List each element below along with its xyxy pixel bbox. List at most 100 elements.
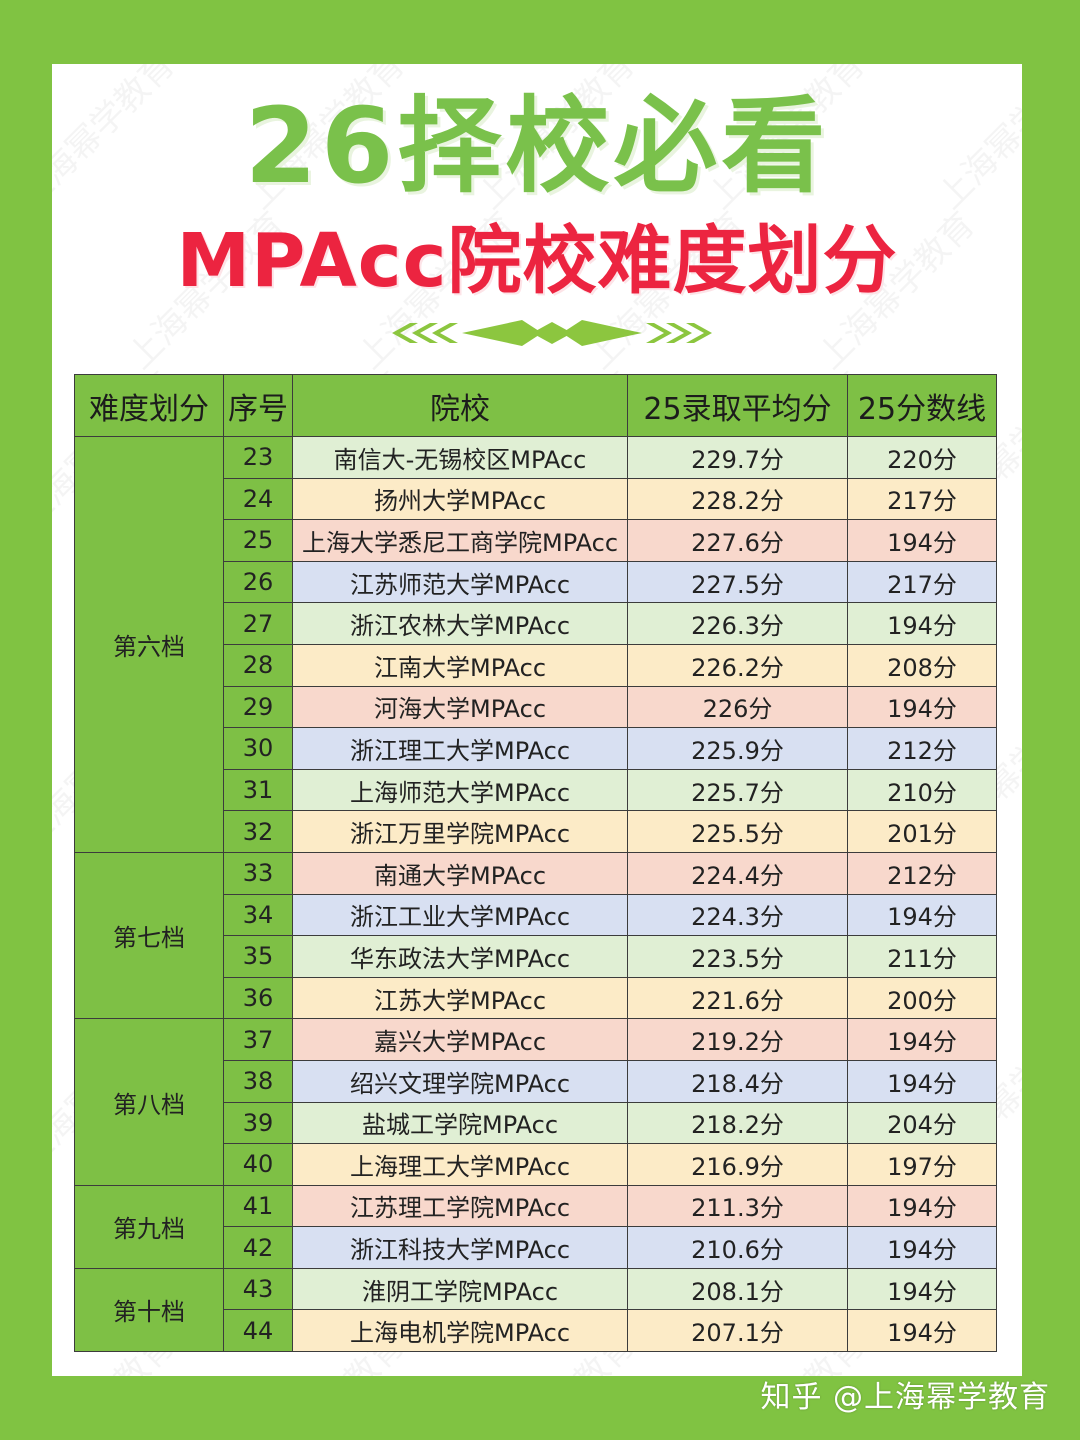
table-row: 31 上海师范大学MPAcc 225.7分 210分 — [75, 768, 997, 812]
cutoff-cell: 194分 — [847, 1226, 997, 1269]
school-cell: 浙江工业大学MPAcc — [292, 893, 628, 937]
page-subtitle: MPAcc院校难度划分 — [176, 218, 898, 304]
avg-score-cell: 208.1分 — [627, 1267, 848, 1311]
school-cell: 绍兴文理学院MPAcc — [292, 1059, 628, 1103]
school-cell: 上海理工大学MPAcc — [292, 1143, 628, 1186]
table-row: 第八档 37 嘉兴大学MPAcc 219.2分 194分 — [74, 1018, 997, 1186]
avg-score-cell: 218.2分 — [627, 1101, 848, 1145]
school-cell: 嘉兴大学MPAcc — [292, 1018, 628, 1061]
school-cell: 江苏大学MPAcc — [292, 976, 628, 1020]
tier-label: 第六档 — [74, 436, 224, 853]
table-row: 44 上海电机学院MPAcc 207.1分 194分 — [75, 1309, 997, 1353]
tier-label: 第九档 — [74, 1184, 224, 1269]
avg-score-cell: 221.6分 — [627, 976, 848, 1020]
school-cell: 浙江农林大学MPAcc — [292, 602, 628, 645]
cutoff-cell: 212分 — [847, 727, 997, 770]
cutoff-cell: 204分 — [847, 1101, 997, 1145]
avg-score-cell: 227.5分 — [627, 560, 848, 604]
avg-score-cell: 210.6分 — [627, 1226, 848, 1269]
table-row: 第九档 41 江苏理工学院MPAcc 211.3分 194分 — [74, 1184, 997, 1269]
header-seq: 序号 — [223, 374, 293, 437]
school-cell: 河海大学MPAcc — [292, 685, 628, 729]
tier-label: 第十档 — [74, 1267, 224, 1353]
header-tier: 难度划分 — [74, 374, 224, 437]
ranking-table: 难度划分 序号 院校 25录取平均分 25分数线 第六档 23 南信大-无锡校区MP… — [74, 374, 997, 1353]
footer-credit: 知乎 @上海幂学教育 — [760, 1380, 1050, 1415]
seq-cell: 31 — [223, 768, 293, 812]
cutoff-cell: 211分 — [847, 935, 997, 978]
cutoff-cell: 217分 — [847, 477, 997, 521]
school-cell: 南信大-无锡校区MPAcc — [292, 436, 628, 479]
school-cell: 上海大学悉尼工商学院MPAcc — [292, 519, 628, 562]
seq-cell: 29 — [223, 685, 293, 729]
school-cell: 上海师范大学MPAcc — [292, 768, 628, 812]
seq-cell: 27 — [223, 602, 293, 645]
seq-cell: 38 — [223, 1059, 293, 1103]
school-cell: 淮阴工学院MPAcc — [292, 1267, 628, 1311]
seq-cell: 42 — [223, 1226, 293, 1269]
seq-cell: 43 — [223, 1267, 293, 1311]
header-avg-score: 25录取平均分 — [627, 374, 848, 437]
seq-cell: 44 — [223, 1309, 293, 1353]
avg-score-cell: 224.3分 — [627, 893, 848, 937]
cutoff-cell: 194分 — [847, 519, 997, 562]
cutoff-cell: 194分 — [847, 1184, 997, 1228]
table-row: 36 江苏大学MPAcc 221.6分 200分 — [75, 976, 997, 1020]
cutoff-cell: 194分 — [847, 685, 997, 729]
cutoff-cell: 201分 — [847, 810, 997, 853]
table-row: 38 绍兴文理学院MPAcc 218.4分 194分 — [75, 1059, 997, 1103]
avg-score-cell: 228.2分 — [627, 477, 848, 521]
cutoff-cell: 210分 — [847, 768, 997, 812]
cutoff-cell: 194分 — [847, 1059, 997, 1103]
table-row: 39 盐城工学院MPAcc 218.2分 204分 — [75, 1101, 997, 1145]
seq-cell: 37 — [223, 1018, 293, 1061]
avg-score-cell: 211.3分 — [627, 1184, 848, 1228]
avg-score-cell: 226.3分 — [627, 602, 848, 645]
cutoff-cell: 197分 — [847, 1143, 997, 1186]
tier-label: 第八档 — [74, 1018, 224, 1186]
school-cell: 江苏师范大学MPAcc — [292, 560, 628, 604]
table-row: 28 江南大学MPAcc 226.2分 208分 — [75, 643, 997, 687]
avg-score-cell: 207.1分 — [627, 1309, 848, 1353]
avg-score-cell: 226.2分 — [627, 643, 848, 687]
cutoff-cell: 220分 — [847, 436, 997, 479]
table-row: 第六档 23 南信大-无锡校区MPAcc 229.7分 220分 — [74, 436, 997, 853]
table-header-row: 难度划分 序号 院校 25录取平均分 25分数线 — [74, 374, 997, 437]
cutoff-cell: 208分 — [847, 643, 997, 687]
avg-score-cell: 225.5分 — [627, 810, 848, 853]
avg-score-cell: 216.9分 — [627, 1143, 848, 1186]
cutoff-cell: 194分 — [847, 1267, 997, 1311]
avg-score-cell: 229.7分 — [627, 436, 848, 479]
table-row: 29 河海大学MPAcc 226分 194分 — [75, 685, 997, 729]
avg-score-cell: 225.9分 — [627, 727, 848, 770]
header-cutoff: 25分数线 — [847, 374, 997, 437]
seq-cell: 28 — [223, 643, 293, 687]
avg-score-cell: 219.2分 — [627, 1018, 848, 1061]
cutoff-cell: 212分 — [847, 851, 997, 895]
school-cell: 浙江万里学院MPAcc — [292, 810, 628, 853]
school-cell: 扬州大学MPAcc — [292, 477, 628, 521]
seq-cell: 34 — [223, 893, 293, 937]
cutoff-cell: 194分 — [847, 893, 997, 937]
header-school: 院校 — [292, 374, 628, 437]
chevron-divider-icon — [392, 320, 712, 346]
seq-cell: 36 — [223, 976, 293, 1020]
seq-cell: 24 — [223, 477, 293, 521]
school-cell: 江南大学MPAcc — [292, 643, 628, 687]
table-row: 40 上海理工大学MPAcc 216.9分 197分 — [75, 1143, 997, 1186]
seq-cell: 40 — [223, 1143, 293, 1186]
table-row: 25 上海大学悉尼工商学院MPAcc 227.6分 194分 — [75, 519, 997, 562]
avg-score-cell: 226分 — [627, 685, 848, 729]
school-cell: 浙江理工大学MPAcc — [292, 727, 628, 770]
table-row: 第十档 43 淮阴工学院MPAcc 208.1分 194分 — [74, 1267, 997, 1353]
avg-score-cell: 223.5分 — [627, 935, 848, 978]
cutoff-cell: 194分 — [847, 1018, 997, 1061]
seq-cell: 23 — [223, 436, 293, 479]
cutoff-cell: 217分 — [847, 560, 997, 604]
seq-cell: 32 — [223, 810, 293, 853]
poster-card: 上海幂学教育上海幂学教育上海幂学教育上海幂学教育上海幂学教育上海幂学教育上海幂学… — [52, 64, 1022, 1376]
seq-cell: 39 — [223, 1101, 293, 1145]
school-cell: 浙江科技大学MPAcc — [292, 1226, 628, 1269]
avg-score-cell: 224.4分 — [627, 851, 848, 895]
avg-score-cell: 218.4分 — [627, 1059, 848, 1103]
